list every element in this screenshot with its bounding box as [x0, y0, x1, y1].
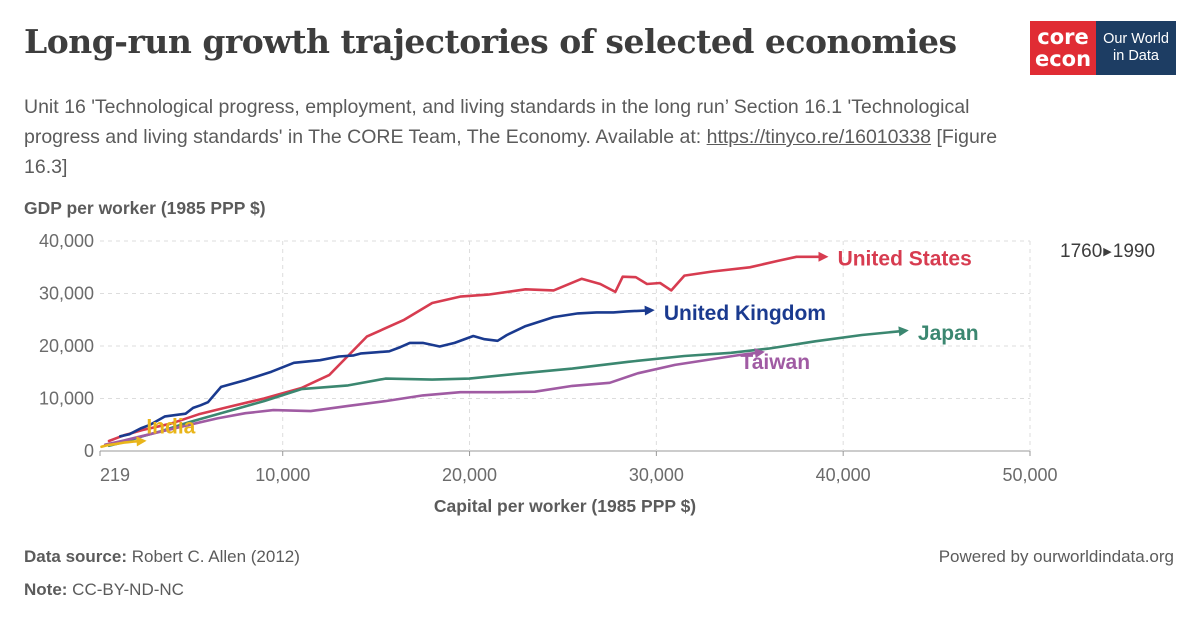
series-label-taiwan: Taiwan — [740, 351, 810, 374]
owid-logo[interactable]: Our World in Data — [1096, 21, 1176, 75]
series-labels: United States United Kingdom Japan Taiwan In… — [146, 247, 978, 438]
note-value: CC-BY-ND-NC — [67, 580, 184, 599]
y-tick-label: 40,000 — [39, 231, 94, 251]
powered-by[interactable]: Powered by ourworldindata.org — [938, 547, 1174, 566]
series-line-japan — [107, 329, 907, 448]
x-tick-label: 20,000 — [442, 465, 497, 485]
series-label-united-kingdom: United Kingdom — [664, 302, 826, 325]
timeline-range[interactable]: 1760▶1990 — [1060, 241, 1155, 263]
owid-logo-line1: Our World — [1103, 31, 1169, 47]
timeline-start: 1760 — [1060, 241, 1103, 262]
chart-subtitle: Unit 16 'Technological progress, employm… — [24, 92, 1044, 182]
x-tick-label: 40,000 — [816, 465, 871, 485]
subtitle-figure-ref: [Figure 16.3] — [24, 126, 998, 178]
page-title: Long-run growth trajectories of selected… — [24, 22, 957, 61]
series-arrowhead-united-states — [818, 251, 829, 262]
timeline-end: 1990 — [1112, 241, 1156, 262]
series-arrowhead-united-kingdom — [644, 305, 655, 316]
core-logo-line1: core — [1037, 25, 1089, 49]
series-arrowhead-india — [136, 436, 147, 447]
y-tick-label: 0 — [84, 441, 94, 461]
data-source: Data source: Robert C. Allen (2012) — [24, 547, 300, 567]
series-lines — [100, 251, 909, 449]
series-arrowhead-japan — [898, 326, 909, 337]
logo-group[interactable]: core econ Our World in Data — [1030, 21, 1176, 75]
subtitle-link[interactable]: https://tinyco.re/16010338 — [706, 126, 932, 148]
license-note: Note: CC-BY-ND-NC — [24, 580, 184, 600]
series-line-united-kingdom — [118, 309, 653, 438]
note-label: Note: — [24, 580, 68, 599]
grid-lines — [99, 240, 1031, 456]
y-tick-label: 20,000 — [39, 336, 94, 356]
x-axis-title: Capital per worker (1985 PPP $) — [433, 496, 697, 516]
x-tick-label: 50,000 — [1002, 465, 1057, 485]
x-tick-label: 219 — [100, 465, 130, 485]
series-label-india: India — [146, 415, 195, 438]
timeline-arrow-icon: ▶ — [1103, 246, 1112, 258]
y-axis-title: GDP per worker (1985 PPP $) — [24, 198, 266, 218]
series-line-taiwan — [103, 351, 763, 446]
x-tick-label: 10,000 — [255, 465, 310, 485]
series-label-japan: Japan — [918, 322, 979, 345]
subtitle-text: Unit 16 'Technological progress, employm… — [24, 96, 970, 148]
core-econ-logo[interactable]: core econ — [1030, 21, 1096, 75]
series-label-united-states: United States — [838, 247, 972, 270]
y-tick-label: 10,000 — [39, 389, 94, 409]
core-logo-line2: econ — [1034, 47, 1092, 71]
series-line-india — [100, 439, 144, 449]
owid-logo-line2: in Data — [1113, 48, 1159, 64]
data-source-value[interactable]: Robert C. Allen (2012) — [126, 547, 300, 566]
axis-ticks: 0 10,000 20,000 30,000 40,000 219 10,000 20,000… — [39, 231, 1058, 485]
series-line-united-states — [107, 255, 826, 443]
y-tick-label: 30,000 — [39, 284, 94, 304]
series-arrowhead-taiwan — [754, 348, 765, 359]
data-source-label: Data source: — [24, 547, 127, 566]
x-tick-label: 30,000 — [629, 465, 684, 485]
